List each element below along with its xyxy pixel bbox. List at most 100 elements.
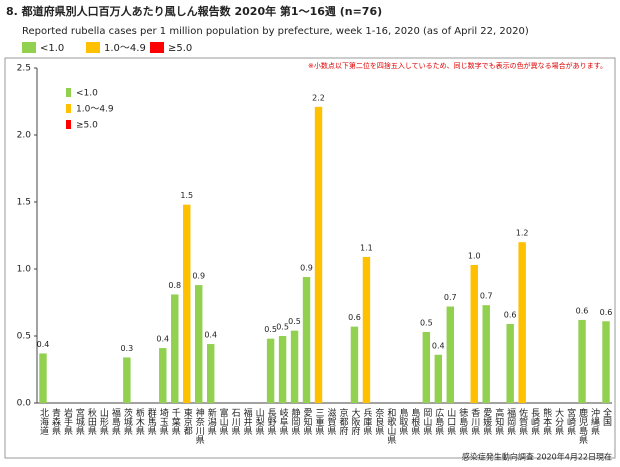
data-label: 0.4 [37,340,50,349]
x-tick-label: 茨城県 [122,407,133,436]
x-tick-label: 神奈川県 [194,407,205,445]
data-label: 0.5 [288,317,301,326]
note: ※小数点以下第二位を四捨五入しているため、同じ数字でも表示の色が異なる場合があり… [308,61,607,70]
x-tick-label: 埼玉県 [158,407,169,436]
data-label: 1.2 [516,229,529,238]
x-tick-label: 鹿児島県 [577,407,588,445]
x-tick-label: 岡山県 [421,408,432,436]
data-label: 0.5 [264,325,277,334]
bar [290,330,299,403]
bar [278,336,287,403]
data-label: 0.4 [432,341,445,350]
bar [422,331,431,403]
bar [183,204,191,403]
x-tick-label: 千葉県 [170,408,181,436]
x-tick-label: 愛知県 [302,407,313,436]
y-tick-label: 0.5 [17,332,31,342]
x-tick-label: 宮崎県 [565,407,576,436]
bar [362,256,371,403]
data-label: 0.4 [156,335,169,344]
legend-label: 1.0～4.9 [76,105,114,115]
x-tick-label: 東京都 [182,407,193,436]
bar [266,338,275,403]
y-tick-label: 0.0 [17,399,32,409]
x-tick-label: 滋賀県 [325,407,336,436]
legend-label: <1.0 [76,89,98,99]
x-tick-label: 和歌山県 [385,408,396,445]
x-tick-label: 佐賀県 [517,407,528,436]
data-label: 0.6 [504,310,517,319]
bar [195,285,203,403]
x-tick-label: 沖縄県 [589,407,600,436]
x-tick-label: 青森県 [50,407,61,436]
bar [518,242,526,403]
x-tick-label: 静岡県 [290,407,301,436]
x-tick-label: 全国 [601,407,612,427]
legend-label: <1.0 [40,43,64,54]
x-tick-label: 兵庫県 [361,407,372,436]
data-label: 0.5 [276,323,289,332]
legend-label: 1.0～4.9 [104,43,146,54]
x-tick-label: 長野県 [266,408,277,436]
bar [159,348,167,403]
chart-title: 8. 都道府県別人口百万人あたり風しん報告数 2020年 第1～16週 (n=7… [6,4,382,18]
x-tick-label: 福井県 [242,407,253,436]
x-tick-label: 三重県 [314,408,325,436]
x-tick-label: 長崎県 [529,408,540,436]
legend-swatch [150,42,164,53]
bar [506,323,514,403]
x-tick-label: 栃木県 [134,407,145,436]
bar [578,319,586,403]
x-tick-label: 新潟県 [206,407,217,436]
data-label: 0.6 [348,313,361,322]
bar [39,353,47,403]
data-label: 2.2 [312,93,325,102]
bar [314,106,323,404]
x-tick-label: 大阪府 [349,407,360,436]
legend-swatch [86,42,100,53]
y-tick-label: 2.5 [17,64,31,74]
legend-swatch [66,120,71,129]
bar [123,357,131,403]
x-tick-label: 愛媛県 [481,407,492,436]
x-tick-label: 山形県 [98,408,109,436]
bar [602,321,610,403]
bar [482,305,490,403]
data-label: 0.3 [120,344,133,353]
x-tick-label: 広島県 [433,407,444,436]
x-tick-label: 福岡県 [505,407,516,436]
x-tick-label: 宮城県 [74,407,85,436]
x-tick-label: 島根県 [409,407,420,436]
x-tick-label: 富山県 [218,407,229,436]
bar [350,326,359,403]
legend-label: ≥5.0 [168,43,192,54]
x-tick-label: 徳島県 [457,407,468,436]
data-label: 0.7 [444,293,457,302]
data-label: 0.6 [600,308,613,317]
legend-label: ≥5.0 [76,121,98,131]
legend-swatch [66,104,71,113]
legend-swatch [22,42,36,53]
x-tick-label: 北海道 [38,408,49,436]
data-label: 0.8 [168,281,181,290]
x-tick-label: 大分県 [553,407,564,436]
bar [302,277,311,403]
x-tick-label: 岩手県 [62,407,73,436]
data-label: 0.6 [576,306,589,315]
bar [206,344,215,403]
plot-frame [4,57,616,459]
legend-swatch [66,88,71,97]
x-tick-label: 山梨県 [254,408,265,436]
bar [171,294,179,403]
x-tick-label: 香川県 [469,408,480,436]
x-tick-label: 高知県 [493,407,504,436]
x-tick-label: 岐阜県 [278,407,289,436]
x-tick-label: 山口県 [445,408,456,436]
footer: 感染症発生動向調査 2020年4月22日現在 [462,452,612,462]
data-label: 0.4 [204,331,217,340]
y-tick-label: 1.5 [17,198,31,208]
x-tick-label: 秋田県 [86,407,97,436]
bar [446,306,454,403]
x-tick-label: 石川県 [230,408,241,436]
